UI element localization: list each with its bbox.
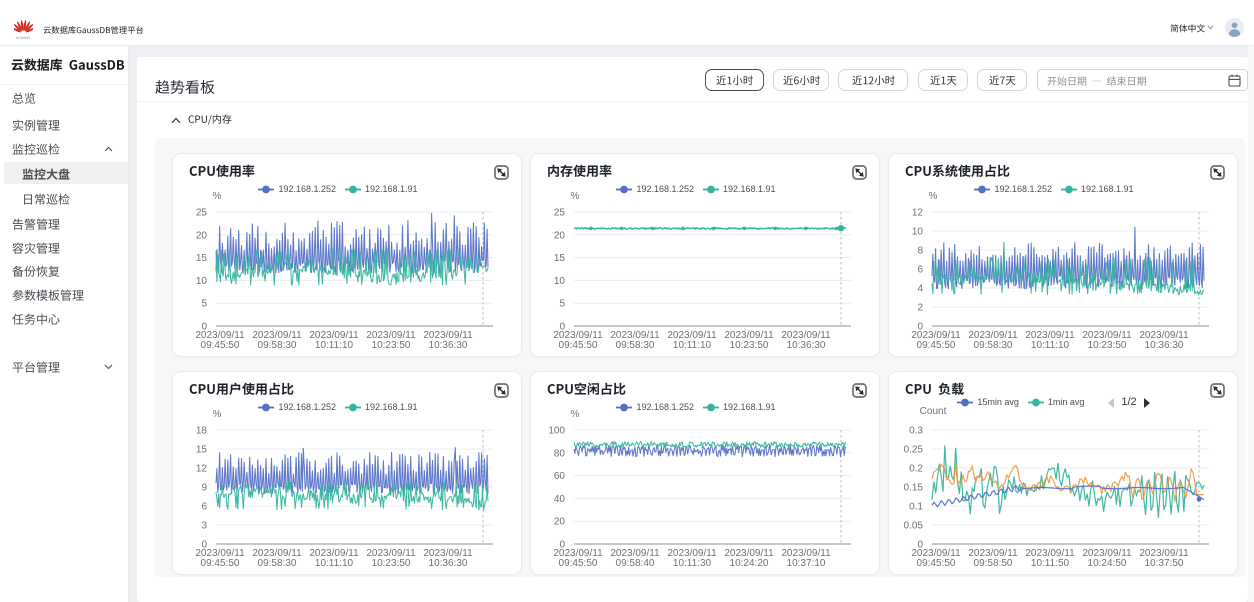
svg-text:4: 4 — [917, 284, 923, 295]
svg-text:18: 18 — [196, 426, 208, 437]
svg-text:10: 10 — [554, 276, 566, 287]
svg-text:40: 40 — [554, 494, 566, 505]
svg-text:2: 2 — [917, 303, 923, 314]
svg-text:0: 0 — [917, 322, 923, 333]
svg-text:10: 10 — [196, 276, 208, 287]
svg-text:0.25: 0.25 — [904, 445, 924, 456]
svg-text:6: 6 — [201, 502, 207, 513]
svg-text:0.2: 0.2 — [909, 464, 923, 475]
svg-text:0: 0 — [559, 322, 565, 333]
svg-text:5: 5 — [559, 299, 565, 310]
svg-text:12: 12 — [912, 208, 924, 219]
svg-text:0.05: 0.05 — [904, 521, 924, 532]
svg-text:0.15: 0.15 — [904, 483, 924, 494]
svg-text:25: 25 — [196, 208, 208, 219]
svg-text:0: 0 — [201, 540, 207, 551]
svg-text:80: 80 — [554, 448, 566, 459]
svg-text:5: 5 — [201, 299, 207, 310]
svg-text:20: 20 — [554, 230, 566, 241]
svg-text:9: 9 — [201, 483, 207, 494]
svg-text:60: 60 — [554, 471, 566, 482]
svg-text:0.1: 0.1 — [909, 502, 923, 513]
svg-text:20: 20 — [554, 517, 566, 528]
svg-text:8: 8 — [917, 246, 923, 257]
svg-text:0: 0 — [201, 322, 207, 333]
svg-text:20: 20 — [196, 230, 208, 241]
svg-text:0: 0 — [917, 540, 923, 551]
svg-text:100: 100 — [548, 426, 565, 437]
svg-text:3: 3 — [201, 521, 207, 532]
svg-text:0.3: 0.3 — [909, 426, 923, 437]
svg-text:15: 15 — [196, 445, 208, 456]
svg-text:15: 15 — [554, 253, 566, 264]
svg-text:25: 25 — [554, 208, 566, 219]
svg-text:0: 0 — [559, 540, 565, 551]
svg-text:15: 15 — [196, 253, 208, 264]
svg-text:10: 10 — [912, 227, 924, 238]
svg-text:6: 6 — [917, 265, 923, 276]
svg-text:12: 12 — [196, 464, 208, 475]
